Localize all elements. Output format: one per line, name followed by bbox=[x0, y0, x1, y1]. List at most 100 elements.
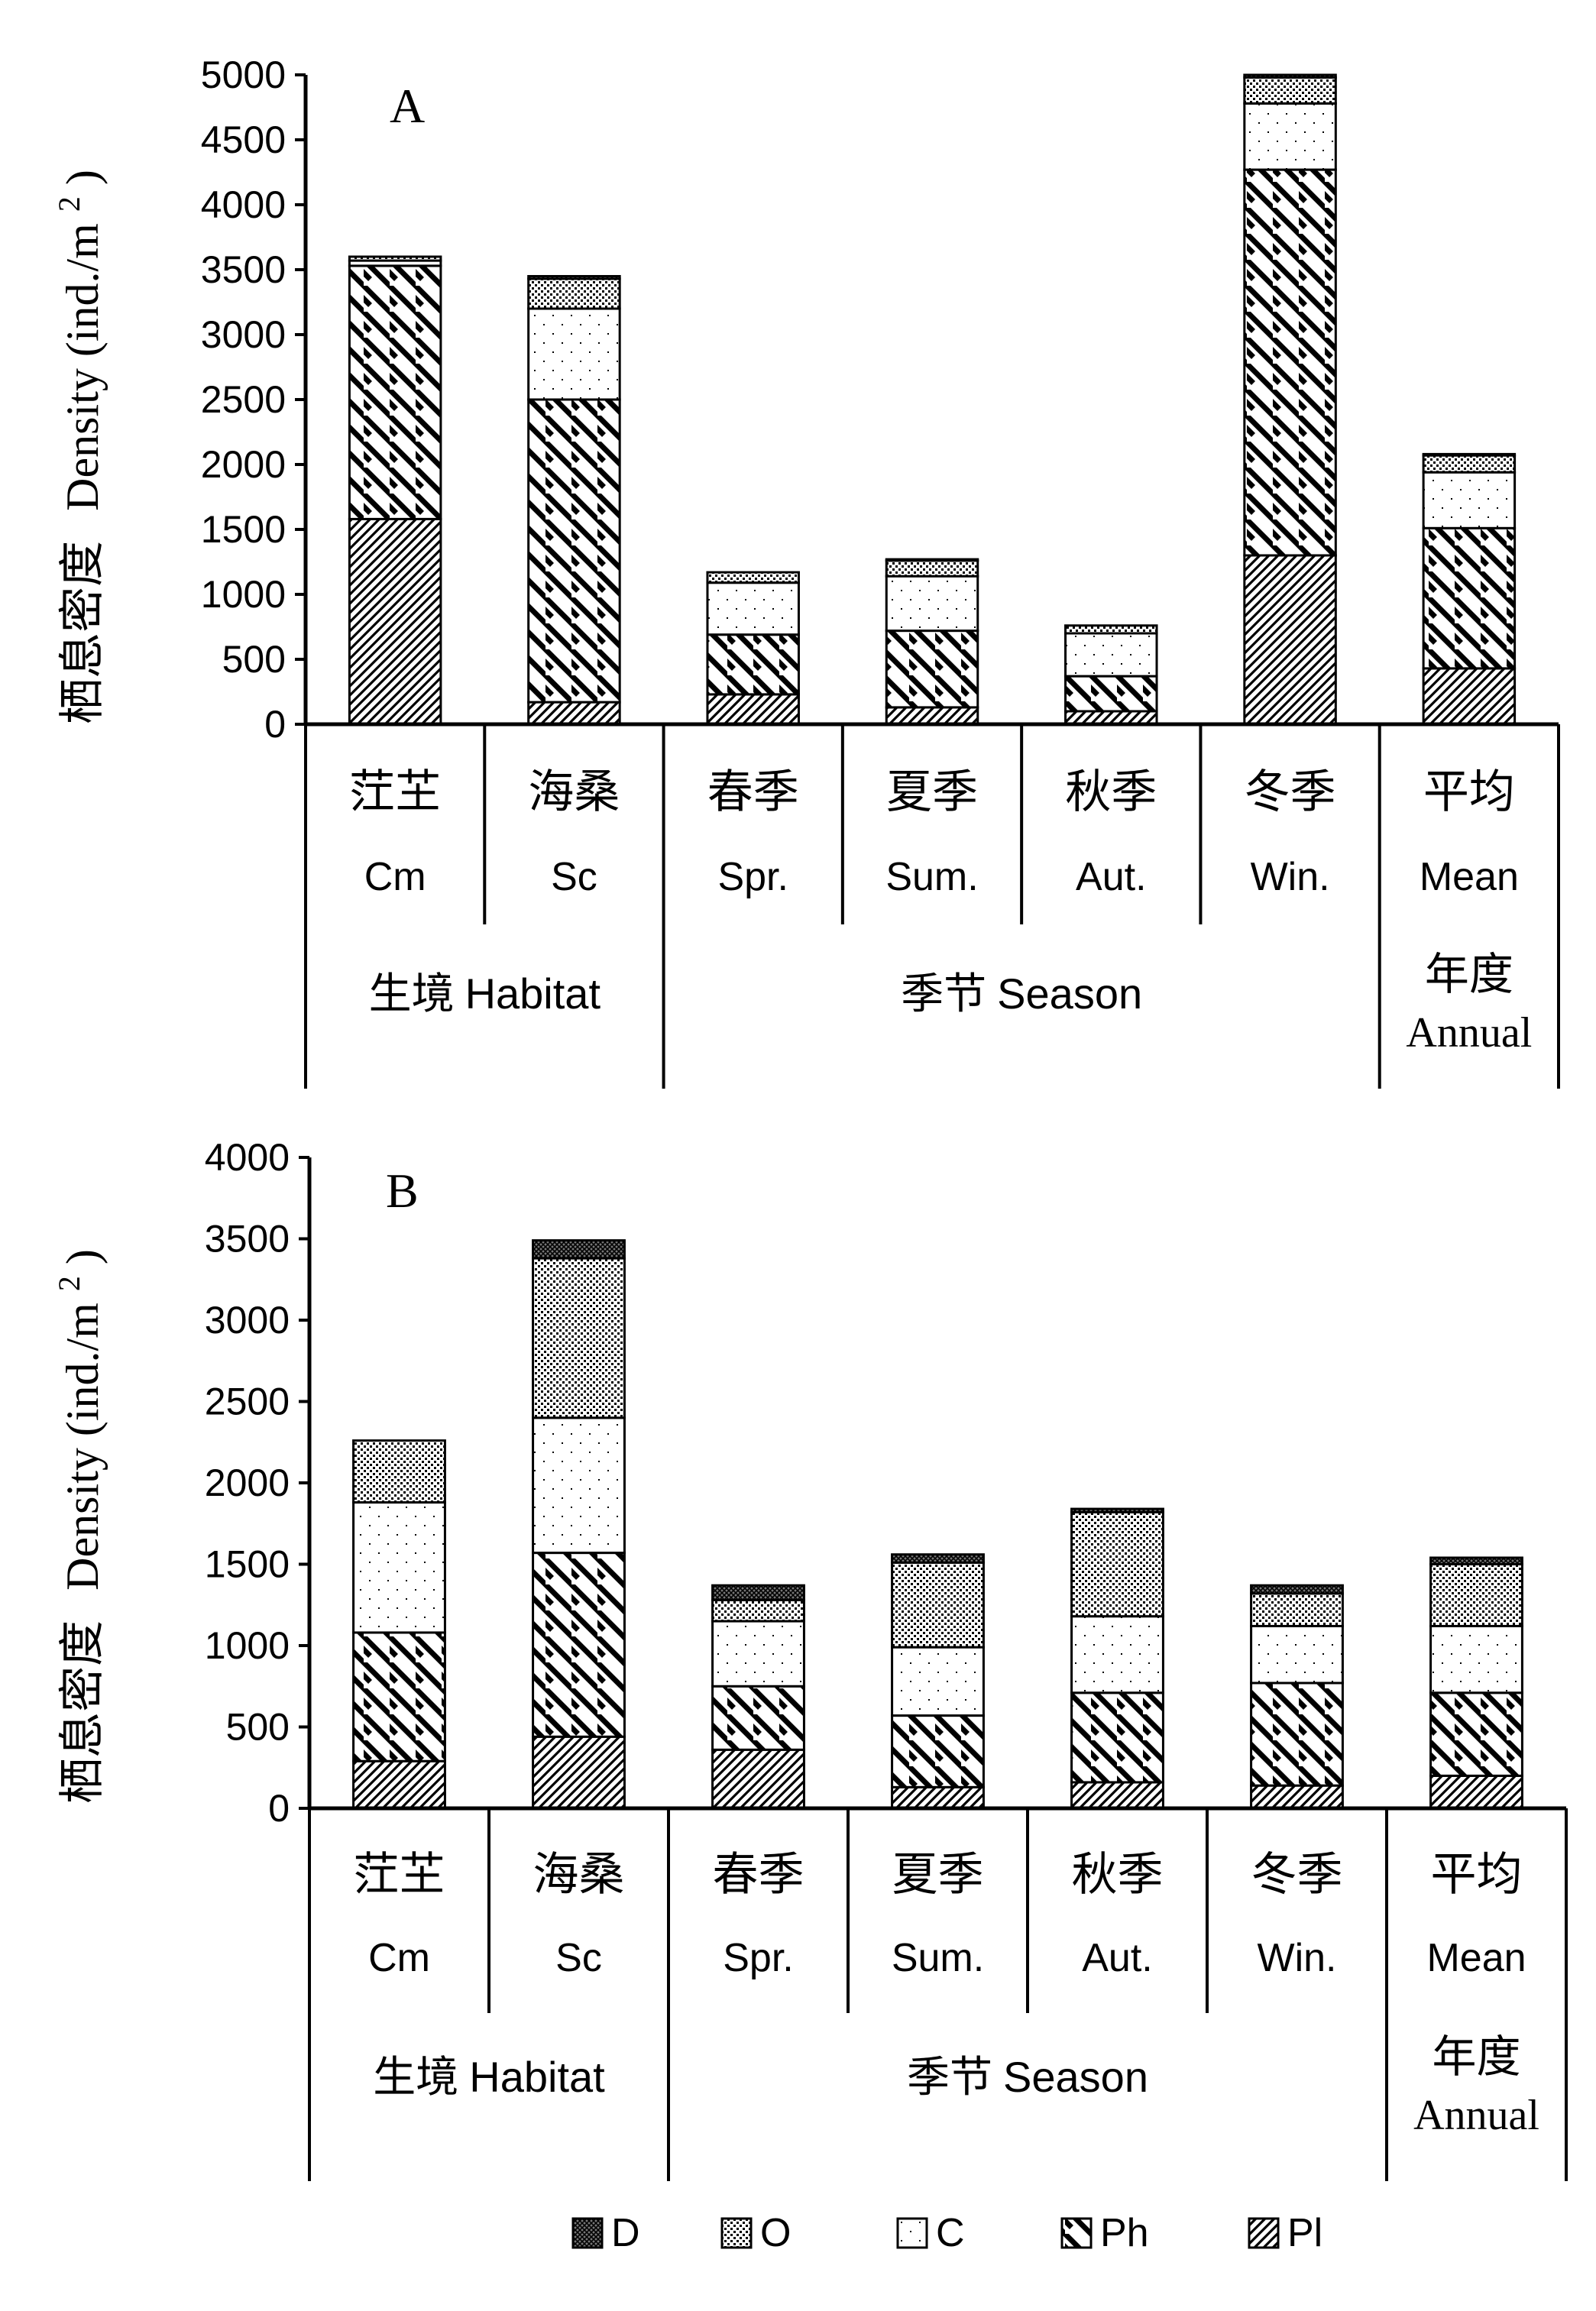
panel-a-group-label-cn: 季节 bbox=[901, 969, 986, 1019]
panel-a-bar-d bbox=[527, 275, 621, 280]
panel-a-group-label-cn: 年度 bbox=[1425, 948, 1513, 1000]
panel-b-group-label-cn: 季节 bbox=[907, 2053, 992, 2102]
panel-a-y-tick-label: 1500 bbox=[201, 508, 286, 551]
panel-a-bar-o bbox=[706, 571, 800, 584]
panel-b-y-tick-label: 2500 bbox=[205, 1380, 290, 1423]
panel-b-category-label-cn: 春季 bbox=[713, 1848, 804, 1902]
panel-b-category-label-cn: 秋季 bbox=[1072, 1848, 1164, 1902]
legend-label-c: C bbox=[936, 2211, 965, 2255]
legend-label-o: O bbox=[760, 2211, 791, 2255]
panel-a-bar-c bbox=[885, 575, 979, 633]
panel-a-y-tick-label: 500 bbox=[222, 638, 286, 681]
panel-b-category-label-en: Sc bbox=[555, 1936, 602, 1980]
panel-b-bar-c bbox=[891, 1646, 985, 1717]
panel-b-category-label-cn: 冬季 bbox=[1251, 1848, 1343, 1902]
panel-a-bar-pl bbox=[885, 706, 979, 726]
panel-b-y-tick-label: 3000 bbox=[205, 1299, 290, 1342]
panel-b-group-label: 生境 Habitat bbox=[373, 2053, 605, 2102]
panel-b-y-tick-label: 500 bbox=[226, 1706, 290, 1749]
panel-b-plot-area: 0 500 1000 1500 2000 2500 3000 3500 4000 茳芏 Cm 海桑 Sc… bbox=[205, 1136, 1568, 2181]
panel-b-y-tick-label: 1500 bbox=[205, 1543, 290, 1586]
panel-b-bar-pl bbox=[1250, 1784, 1344, 1810]
panel-a-bar-pl bbox=[1243, 554, 1337, 726]
panel-a-category-label-cn: 海桑 bbox=[528, 765, 620, 819]
panel-b-bar-d bbox=[711, 1584, 805, 1601]
panel-a-bar-ph bbox=[527, 398, 621, 704]
panel-b-y-axis-label-cn: 栖息密度 bbox=[56, 1620, 109, 1804]
panel-b-y-tick-label: 1000 bbox=[205, 1624, 290, 1667]
panel-a-category-label-cn: 茳芏 bbox=[349, 765, 441, 819]
panel-b-bar-c bbox=[1250, 1624, 1344, 1685]
panel-a-category-label-cn: 春季 bbox=[707, 765, 799, 819]
panel-b-category-label-cn: 夏季 bbox=[892, 1848, 984, 1902]
panel-b-bar-o bbox=[891, 1561, 985, 1649]
panel-b-bar-o bbox=[352, 1439, 446, 1504]
panel-b-y-axis-label-close: ) bbox=[57, 1249, 108, 1264]
legend: D O C Ph Pl bbox=[571, 2211, 1322, 2255]
panel-b-bar-ph bbox=[352, 1631, 446, 1762]
panel-b-bar-ph bbox=[1070, 1691, 1164, 1784]
legend-swatch-d bbox=[571, 2217, 604, 2249]
panel-a-y-axis-label: 栖息密度 Density (ind./m 2 ) bbox=[39, 170, 109, 724]
panel-b-bar-ph bbox=[1250, 1681, 1344, 1787]
panel-a-category-label-en: Aut. bbox=[1076, 855, 1147, 899]
panel-a-bar-o bbox=[1422, 454, 1517, 474]
panel-b-bar-pl bbox=[1429, 1774, 1523, 1810]
panel-a-y-tick-label: 5000 bbox=[201, 53, 286, 96]
panel-a-y-tick-label: 3000 bbox=[201, 313, 286, 356]
panel-b-bar-pl bbox=[711, 1748, 805, 1810]
panel-b-bar-ph bbox=[711, 1685, 805, 1751]
panel-b-bar-c bbox=[352, 1501, 446, 1634]
panel-b-y-axis-label-sup: 2 bbox=[52, 1276, 86, 1291]
panel-a-group-label: 生境 Habitat bbox=[369, 969, 601, 1019]
panel-b-y-tick-label: 0 bbox=[268, 1787, 290, 1830]
panel-b-bar-pl bbox=[891, 1785, 985, 1810]
legend-label-pl: Pl bbox=[1287, 2211, 1322, 2255]
panel-b-category-label-en: Cm bbox=[368, 1936, 430, 1980]
panel-a-group-label-en: Habitat bbox=[465, 969, 601, 1018]
panel-a-bar-ph bbox=[1064, 675, 1158, 713]
panel-b-category-label-en: Win. bbox=[1258, 1936, 1337, 1980]
panel-b-y-axis-label-en: Density (ind./m bbox=[57, 1303, 108, 1591]
panel-b-category-label-en: Sum. bbox=[892, 1936, 984, 1980]
panel-a-category-label-cn: 夏季 bbox=[886, 765, 978, 819]
panel-a-y-axis-label-cn: 栖息密度 bbox=[56, 541, 109, 724]
panel-a-bar-ph bbox=[706, 633, 800, 696]
panel-b-bar-d bbox=[891, 1553, 985, 1564]
panel-a-group-label-cn: 生境 bbox=[369, 969, 455, 1019]
panel-b-group-label-cn: 年度 bbox=[1432, 2031, 1520, 2083]
legend-swatch-c bbox=[896, 2217, 928, 2249]
panel-b-category-label-cn: 茳芏 bbox=[354, 1848, 445, 1902]
panel-a-bar-c bbox=[527, 307, 621, 401]
panel-a-bar-ph bbox=[1422, 526, 1517, 670]
panel-a-y-axis-label-close: ) bbox=[57, 170, 108, 185]
panel-a-bar-c bbox=[706, 581, 800, 636]
panel-b-bar-o bbox=[1250, 1592, 1344, 1627]
legend-swatch-o bbox=[720, 2217, 753, 2249]
panel-b-y-axis-label: 栖息密度 Density (ind./m 2 ) bbox=[39, 1249, 109, 1804]
panel-a-category-label-en: Cm bbox=[364, 855, 426, 899]
panel-a-category-label-cn: 冬季 bbox=[1245, 765, 1336, 819]
panel-b-bar-o bbox=[532, 1257, 626, 1419]
panel-a-bar-o bbox=[885, 559, 979, 578]
panel-b-bar-o bbox=[1070, 1510, 1164, 1618]
panel-a-category-label-cn: 秋季 bbox=[1065, 765, 1157, 819]
panel-a-y-tick-label: 2000 bbox=[201, 443, 286, 486]
panel-b-bar-o bbox=[711, 1598, 805, 1623]
panel-a-y-axis-label-en: Density (ind./m bbox=[57, 223, 108, 511]
panel-a-bar-c bbox=[1243, 102, 1337, 171]
panel-a-bar-pl bbox=[348, 517, 442, 726]
panel-a-category-label-en: Spr. bbox=[717, 855, 788, 899]
panel-b-bar-ph bbox=[532, 1552, 626, 1738]
panel-b-category-label-en: Aut. bbox=[1082, 1936, 1153, 1980]
panel-a-bar-o bbox=[1243, 76, 1337, 105]
panel-b-bar-d bbox=[1429, 1556, 1523, 1565]
legend-swatch-ph bbox=[1060, 2217, 1093, 2249]
panel-a-bar-pl bbox=[706, 693, 800, 726]
panel-b-group-label: 季节 Season bbox=[907, 2053, 1148, 2102]
panel-a-y-axis-label-sup: 2 bbox=[52, 196, 86, 212]
panel-b-bar-d bbox=[1070, 1507, 1164, 1513]
panel-a-category-label-en: Sum. bbox=[885, 855, 978, 899]
panel-a-plot-area: 0 500 1000 1500 2000 2500 3000 3500 4000 4500 5000… bbox=[201, 53, 1560, 1089]
